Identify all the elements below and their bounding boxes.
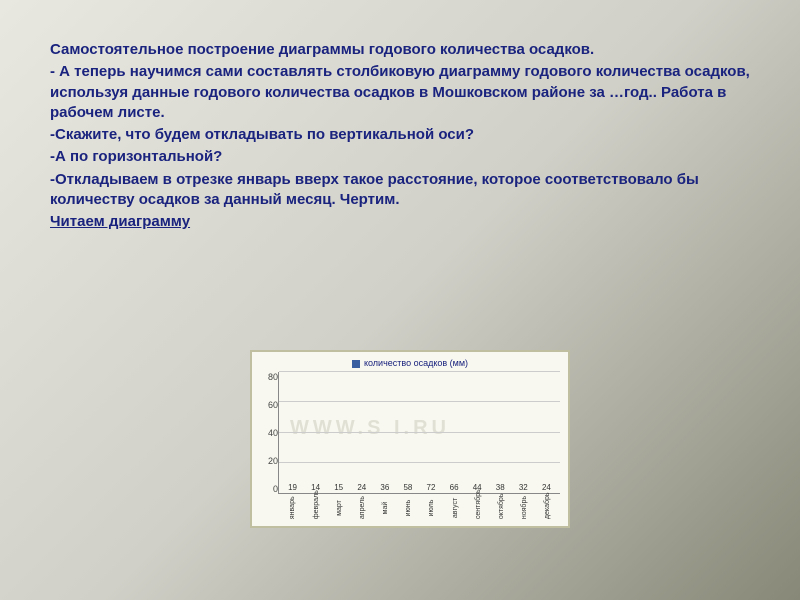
bar-group: 24 (351, 483, 373, 493)
bar-value-label: 72 (427, 483, 436, 492)
paragraph-6: Читаем диаграмму (50, 212, 750, 232)
paragraph-3: -Скажите, что будем откладывать по верти… (50, 125, 750, 145)
bar-group: 58 (397, 483, 419, 493)
gridline (279, 371, 560, 372)
ytick: 80 (260, 372, 278, 382)
gridline (279, 401, 560, 402)
bar-value-label: 66 (450, 483, 459, 492)
x-label: декабрь (532, 497, 560, 519)
ytick: 20 (260, 456, 278, 466)
bar-value-label: 36 (380, 483, 389, 492)
slide-text: Самостоятельное построение диаграммы год… (0, 0, 800, 244)
bar-group: 15 (328, 483, 350, 493)
gridline (279, 432, 560, 433)
bar-group: 38 (489, 483, 511, 493)
bar-value-label: 58 (403, 483, 412, 492)
bar-value-label: 32 (519, 483, 528, 492)
bar-value-label: 15 (334, 483, 343, 492)
title-line: Самостоятельное построение диаграммы год… (50, 40, 750, 60)
y-axis: 80 60 40 20 0 (260, 372, 278, 522)
ytick: 40 (260, 428, 278, 438)
legend-label: количество осадков (мм) (364, 358, 468, 368)
paragraph-2: - А теперь научимся сами составлять стол… (50, 62, 750, 123)
bar-value-label: 24 (542, 483, 551, 492)
paragraph-5: -Откладываем в отрезке январь вверх тако… (50, 170, 750, 211)
bars-container: 191415243658726644383224 (279, 372, 560, 493)
chart-legend: количество осадков (мм) (260, 358, 560, 368)
precipitation-chart: количество осадков (мм) WWW.S I.RU 80 60… (250, 350, 570, 528)
plot-area: 191415243658726644383224 (278, 372, 560, 494)
ytick: 60 (260, 400, 278, 410)
bar-value-label: 19 (288, 483, 297, 492)
paragraph-4: -А по горизонтальной? (50, 147, 750, 167)
bar-group: 72 (420, 483, 442, 493)
bar-group: 66 (443, 483, 465, 493)
chart-area: WWW.S I.RU 80 60 40 20 0 191415243658726… (260, 372, 560, 522)
bar-value-label: 24 (357, 483, 366, 492)
legend-swatch (352, 360, 360, 368)
bar-group: 19 (281, 483, 303, 493)
x-axis: январьфевральмартапрельмайиюньиюльавгуст… (278, 494, 560, 522)
bar-group: 32 (512, 483, 534, 493)
gridline (279, 462, 560, 463)
ytick: 0 (260, 484, 278, 494)
bar-group: 36 (374, 483, 396, 493)
bar-value-label: 38 (496, 483, 505, 492)
